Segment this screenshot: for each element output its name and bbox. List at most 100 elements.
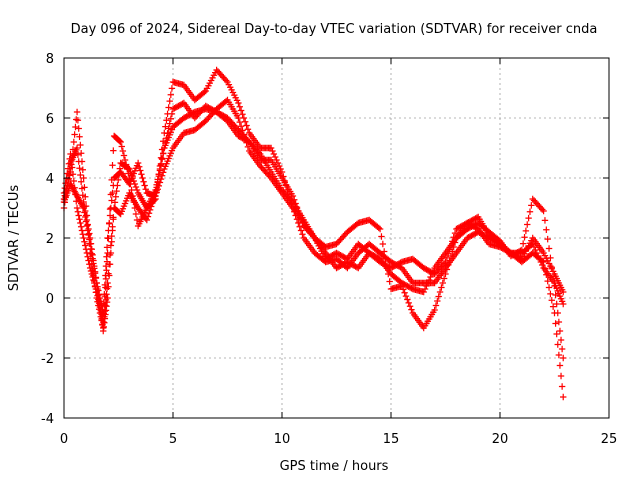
data-point	[299, 231, 306, 238]
data-point	[156, 167, 164, 174]
data-point	[76, 133, 83, 140]
data-point	[74, 117, 82, 124]
data-point	[554, 341, 561, 348]
data-point	[89, 251, 96, 259]
data-point	[87, 267, 95, 275]
data-point	[132, 183, 140, 191]
x-tick-label: 15	[383, 432, 400, 447]
data-point	[543, 271, 550, 278]
data-point	[297, 227, 305, 234]
data-point	[158, 156, 166, 163]
data-point	[79, 192, 87, 199]
axis-ticks: 0 5 10 15 20 25 -4 -2 0 2 4 6 8	[41, 52, 617, 447]
data-point	[451, 229, 459, 237]
data-point	[555, 318, 563, 326]
data-point	[400, 286, 407, 293]
data-point	[439, 279, 446, 287]
y-tick-label: 8	[46, 52, 54, 67]
data-point	[428, 270, 436, 278]
data-point	[141, 182, 148, 189]
data-point	[165, 125, 172, 132]
data-point	[104, 294, 111, 302]
data-point	[83, 249, 91, 257]
data-point	[65, 171, 73, 178]
data-point	[547, 290, 554, 298]
data-point	[380, 248, 388, 255]
data-point	[132, 210, 140, 218]
data-point	[77, 171, 84, 179]
data-point	[551, 282, 558, 290]
data-point	[96, 303, 104, 311]
y-tick-label: 2	[46, 232, 54, 247]
data-point	[539, 257, 546, 265]
data-point	[560, 288, 567, 296]
data-point	[97, 309, 104, 317]
y-axis-label: SDTVAR / TECUs	[7, 185, 22, 292]
data-point	[544, 235, 551, 243]
data-point	[88, 246, 95, 253]
data-point	[148, 203, 155, 210]
data-point	[73, 204, 81, 212]
data-point	[376, 225, 384, 233]
data-point	[77, 178, 85, 185]
data-point	[291, 196, 298, 203]
data-point	[66, 165, 73, 172]
data-point	[103, 244, 111, 251]
data-point	[162, 139, 169, 147]
data-point	[159, 150, 167, 157]
data-point	[117, 138, 124, 146]
data-point	[438, 284, 445, 291]
data-point	[149, 199, 156, 207]
data-point	[299, 219, 306, 226]
data-point	[549, 303, 557, 310]
data-point	[552, 291, 559, 299]
data-point	[560, 354, 567, 362]
data-point	[104, 234, 111, 242]
data-point	[77, 219, 84, 227]
data-point	[79, 231, 87, 238]
data-point	[165, 104, 172, 111]
data-point	[139, 174, 146, 182]
data-point	[137, 167, 144, 174]
data-point	[440, 275, 448, 282]
data-point	[431, 306, 438, 314]
data-point	[547, 254, 554, 262]
data-point	[75, 212, 82, 219]
data-point	[82, 212, 90, 219]
data-point	[375, 224, 382, 232]
data-point	[140, 178, 147, 185]
data-point	[269, 147, 276, 155]
data-point	[138, 171, 145, 178]
y-tick-label: 0	[46, 292, 54, 307]
data-point	[518, 246, 525, 254]
data-point	[151, 193, 158, 200]
data-point	[75, 158, 82, 165]
data-point	[424, 279, 431, 287]
data-point	[83, 216, 91, 224]
data-point	[557, 336, 565, 344]
data-point	[237, 123, 245, 130]
data-point	[528, 202, 535, 209]
data-point	[110, 216, 117, 223]
data-point	[82, 207, 89, 215]
data-point	[61, 199, 69, 206]
data-point	[540, 258, 547, 266]
data-point	[78, 227, 86, 234]
data-point	[524, 221, 531, 228]
data-point	[560, 393, 567, 401]
data-point	[541, 265, 549, 272]
data-point	[310, 233, 317, 240]
data-point	[86, 236, 93, 243]
data-point	[435, 293, 442, 300]
data-point	[548, 297, 555, 304]
data-point	[80, 198, 87, 206]
data-point	[420, 288, 427, 296]
data-point	[133, 186, 141, 194]
data-points	[60, 66, 567, 401]
data-point	[558, 383, 566, 390]
x-tick-label: 20	[492, 432, 509, 447]
x-tick-label: 5	[169, 432, 177, 447]
data-point	[84, 227, 91, 234]
data-point	[553, 330, 560, 338]
data-point	[106, 219, 113, 227]
